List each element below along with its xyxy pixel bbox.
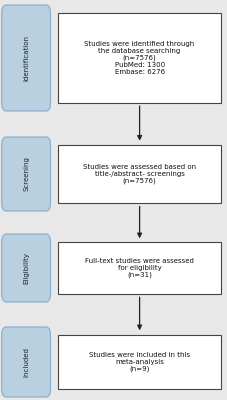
FancyBboxPatch shape: [58, 242, 221, 294]
FancyBboxPatch shape: [2, 5, 51, 111]
Text: Studies were assessed based on
title-/abstract- screenings
(n=7576): Studies were assessed based on title-/ab…: [83, 164, 196, 184]
FancyBboxPatch shape: [2, 327, 51, 397]
Text: Screening: Screening: [23, 156, 29, 192]
Text: Identification: Identification: [23, 35, 29, 81]
FancyBboxPatch shape: [58, 13, 221, 103]
FancyBboxPatch shape: [2, 234, 51, 302]
FancyBboxPatch shape: [58, 335, 221, 389]
FancyBboxPatch shape: [2, 137, 51, 211]
Text: Studies were identified through
the database searching
(n=7576)
PubMed: 1300
Emb: Studies were identified through the data…: [84, 41, 195, 75]
Text: Studies were included in this
meta-analysis
(n=9): Studies were included in this meta-analy…: [89, 352, 190, 372]
FancyBboxPatch shape: [58, 145, 221, 203]
Text: Eligibility: Eligibility: [23, 252, 29, 284]
Text: Full-text studies were assessed
for eligibility
(n=31): Full-text studies were assessed for elig…: [85, 258, 194, 278]
Text: Included: Included: [23, 347, 29, 377]
